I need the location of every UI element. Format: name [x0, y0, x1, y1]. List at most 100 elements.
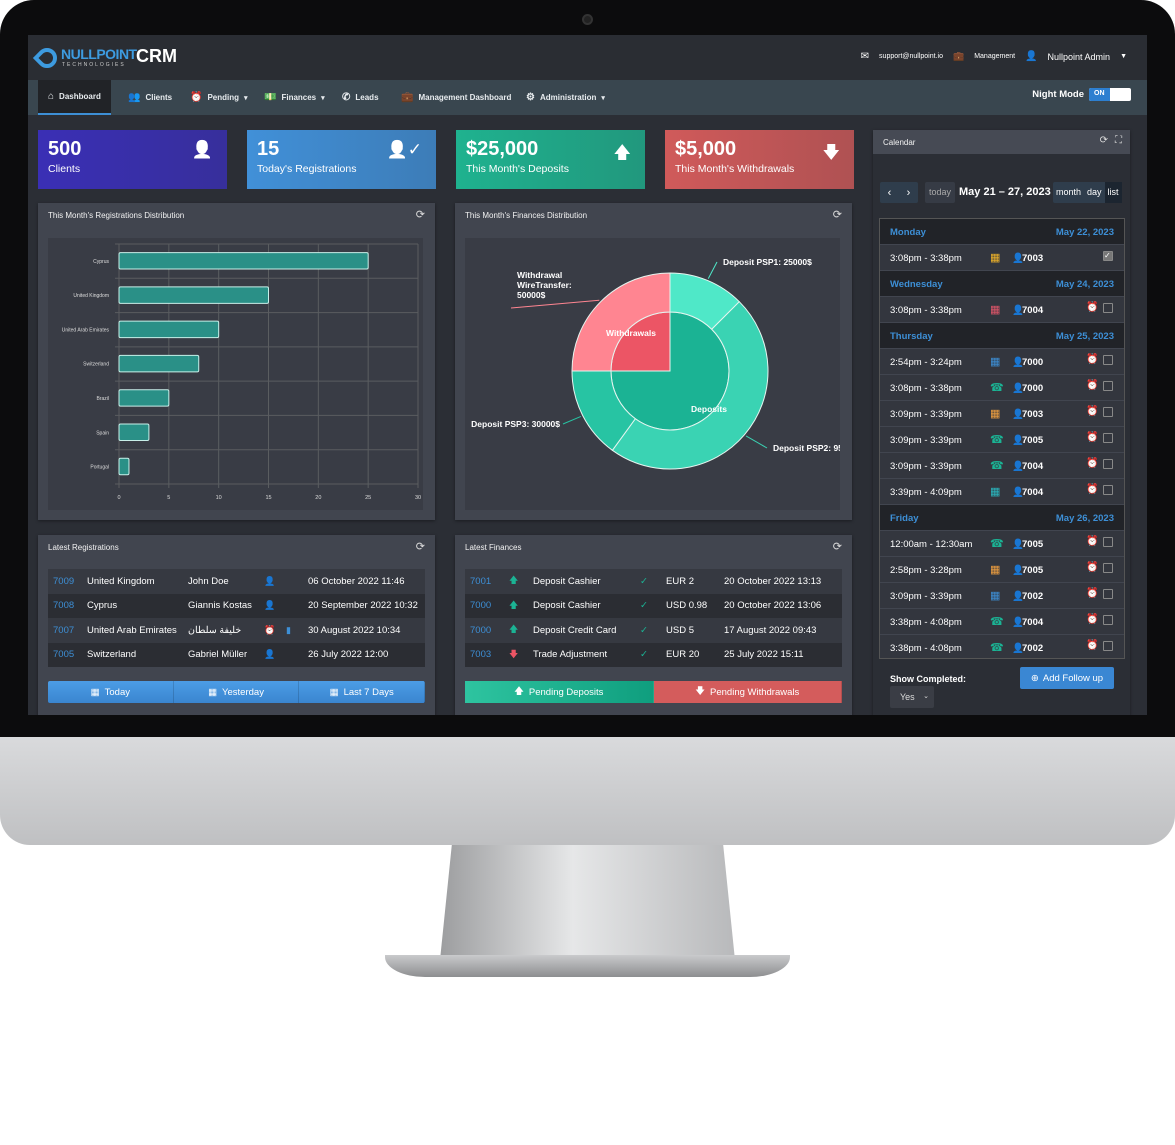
calendar-event[interactable]: 3:09pm - 3:39pm ▦ 👤 7003 ⏰: [880, 401, 1124, 427]
calendar-event[interactable]: 3:08pm - 3:38pm ▦ 👤 7003 ✓: [880, 245, 1124, 271]
complete-checkbox[interactable]: [1103, 563, 1113, 573]
view-month-button[interactable]: month: [1056, 187, 1082, 197]
event-client-id[interactable]: 7000: [1022, 383, 1044, 394]
calendar-event[interactable]: 3:09pm - 3:39pm ☎ 👤 7005 ⏰: [880, 427, 1124, 453]
cell-id[interactable]: 7000: [470, 600, 492, 612]
complete-checkbox[interactable]: [1103, 537, 1113, 547]
cell-id[interactable]: 7007: [53, 624, 75, 636]
pending-deposits-button[interactable]: 🡅 Pending Deposits: [465, 681, 654, 703]
cell-id[interactable]: 7001: [470, 575, 492, 587]
nav-item-management-dashboard[interactable]: 💼 Management Dashboard: [391, 80, 521, 115]
pending-withdrawals-button[interactable]: 🡇 Pending Withdrawals: [653, 681, 842, 703]
user-menu[interactable]: Nullpoint Admin: [1047, 51, 1111, 62]
cell-id[interactable]: 7008: [53, 600, 75, 612]
nav-item-pending[interactable]: ⏰ Pending ▾: [180, 80, 258, 115]
event-client-id[interactable]: 7000: [1022, 357, 1044, 368]
nav-item-dashboard[interactable]: ⌂ Dashboard: [38, 80, 111, 115]
event-client-id[interactable]: 7003: [1022, 409, 1044, 420]
refresh-icon[interactable]: ⟳: [832, 541, 842, 553]
event-client-id[interactable]: 7003: [1022, 253, 1044, 264]
calendar-event[interactable]: 2:54pm - 3:24pm ▦ 👤 7000 ⏰: [880, 349, 1124, 375]
calendar-event[interactable]: 3:09pm - 3:39pm ▦ 👤 7002 ⏰: [880, 583, 1124, 609]
support-email-link[interactable]: support@nullpoint.io: [879, 53, 943, 60]
calendar-event[interactable]: 3:38pm - 4:08pm ☎ 👤 7002 ⏰: [880, 635, 1124, 658]
filter-yesterday-button[interactable]: ▦ Yesterday: [174, 681, 300, 703]
event-client-id[interactable]: 7005: [1022, 435, 1044, 446]
finance-row[interactable]: 7001 🡅 Deposit Cashier ✓ EUR 2 20 October 202…: [465, 569, 842, 594]
calendar-event[interactable]: 3:38pm - 4:08pm ☎ 👤 7004 ⏰: [880, 609, 1124, 635]
complete-checkbox[interactable]: [1103, 433, 1113, 443]
alarm-clock-icon[interactable]: ⏰: [1086, 406, 1099, 417]
management-link[interactable]: Management: [974, 53, 1016, 60]
event-client-id[interactable]: 7002: [1022, 643, 1044, 654]
complete-checkbox[interactable]: [1103, 381, 1113, 391]
calendar-event[interactable]: 3:09pm - 3:39pm ☎ 👤 7004 ⏰: [880, 453, 1124, 479]
event-client-id[interactable]: 7004: [1022, 461, 1044, 472]
refresh-icon[interactable]: ⟳: [415, 541, 425, 553]
alarm-clock-icon[interactable]: ⏰: [1086, 380, 1099, 391]
complete-checkbox[interactable]: [1103, 407, 1113, 417]
complete-checkbox[interactable]: [1103, 641, 1113, 651]
alarm-clock-icon[interactable]: ⏰: [1086, 588, 1099, 599]
registration-row[interactable]: 7009 United Kingdom John Doe 06 October 202…: [48, 569, 425, 594]
stat-card-clients[interactable]: 500 Clients 👤: [38, 130, 227, 189]
cell-id[interactable]: 7003: [470, 649, 492, 661]
complete-checkbox[interactable]: [1103, 485, 1113, 495]
cell-id[interactable]: 7009: [53, 575, 75, 587]
today-button[interactable]: today: [925, 182, 956, 203]
complete-checkbox[interactable]: [1103, 589, 1113, 599]
refresh-icon[interactable]: ⟳: [832, 209, 842, 221]
view-day-button[interactable]: day: [1087, 187, 1102, 197]
refresh-icon[interactable]: ⟳: [415, 209, 425, 221]
complete-checkbox[interactable]: [1103, 459, 1113, 469]
prev-week-button[interactable]: ‹: [887, 186, 892, 199]
stat-card-today-s-registrations[interactable]: 15 Today's Registrations 👤✓: [247, 130, 436, 189]
filter-today-button[interactable]: ▦ Today: [48, 681, 174, 703]
finance-row[interactable]: 7000 🡅 Deposit Cashier ✓ USD 0.98 20 October …: [465, 593, 842, 618]
fullscreen-icon[interactable]: ⛶: [1115, 135, 1122, 146]
alarm-clock-icon[interactable]: ⏰: [1086, 302, 1099, 313]
registration-row[interactable]: 7005 Switzerland Gabriel Müller 26 July 202…: [48, 642, 425, 667]
complete-checkbox[interactable]: ✓: [1103, 251, 1113, 261]
calendar-event[interactable]: 2:58pm - 3:28pm ▦ 👤 7005 ⏰: [880, 557, 1124, 583]
alarm-clock-icon[interactable]: ⏰: [1086, 432, 1099, 443]
night-mode-toggle[interactable]: ON: [1089, 88, 1131, 101]
registration-row[interactable]: 7008 Cyprus Giannis Kostas 20 September 202…: [48, 593, 425, 618]
nav-item-administration[interactable]: ⚙ Administration ▾: [516, 80, 615, 115]
finance-row[interactable]: 7003 🡇 Trade Adjustment ✓ EUR 20 25 July 2022…: [465, 642, 842, 667]
alarm-clock-icon[interactable]: ⏰: [1086, 640, 1099, 651]
event-client-id[interactable]: 7002: [1022, 591, 1044, 602]
complete-checkbox[interactable]: [1103, 615, 1113, 625]
event-client-id[interactable]: 7005: [1022, 565, 1044, 576]
alarm-clock-icon[interactable]: ⏰: [1086, 458, 1099, 469]
filter-last-7-days-button[interactable]: ▦ Last 7 Days: [299, 681, 426, 703]
event-client-id[interactable]: 7004: [1022, 617, 1044, 628]
finance-row[interactable]: 7000 🡅 Deposit Credit Card ✓ USD 5 17 August …: [465, 618, 842, 643]
event-client-id[interactable]: 7005: [1022, 539, 1044, 550]
stat-card-this-month-s-withdrawals[interactable]: $5,000 This Month's Withdrawals 🡇: [665, 130, 854, 189]
alarm-clock-icon[interactable]: ⏰: [1086, 354, 1099, 365]
alarm-clock-icon[interactable]: ⏰: [1086, 536, 1099, 547]
cell-id[interactable]: 7000: [470, 624, 492, 636]
calendar-event[interactable]: 3:08pm - 3:38pm ▦ 👤 7004 ⏰: [880, 297, 1124, 323]
calendar-event[interactable]: 3:08pm - 3:38pm ☎ 👤 7000 ⏰: [880, 375, 1124, 401]
add-followup-button[interactable]: ⊕ Add Follow up: [1020, 667, 1114, 689]
nav-item-clients[interactable]: 👥 Clients: [118, 80, 182, 115]
view-list-button[interactable]: list: [1104, 182, 1122, 203]
alarm-clock-icon[interactable]: ⏰: [1086, 562, 1099, 573]
cell-id[interactable]: 7005: [53, 649, 75, 661]
refresh-icon[interactable]: ⟳: [1099, 135, 1108, 146]
registration-row[interactable]: 7007 United Arab Emirates خليفة سلطان 30 Au…: [48, 618, 425, 643]
complete-checkbox[interactable]: [1103, 355, 1113, 365]
next-week-button[interactable]: ›: [906, 186, 911, 199]
show-completed-select[interactable]: Yes ⌄: [890, 686, 934, 708]
calendar-event[interactable]: 3:39pm - 4:09pm ▦ 👤 7004 ⏰: [880, 479, 1124, 505]
calendar-event[interactable]: 12:00am - 12:30am ☎ 👤 7005 ⏰: [880, 531, 1124, 557]
nav-item-leads[interactable]: ✆ Leads: [332, 80, 389, 115]
event-client-id[interactable]: 7004: [1022, 487, 1044, 498]
stat-card-this-month-s-deposits[interactable]: $25,000 This Month's Deposits 🡅: [456, 130, 645, 189]
event-client-id[interactable]: 7004: [1022, 305, 1044, 316]
complete-checkbox[interactable]: [1103, 303, 1113, 313]
alarm-clock-icon[interactable]: ⏰: [1086, 484, 1099, 495]
alarm-clock-icon[interactable]: ⏰: [1086, 614, 1099, 625]
